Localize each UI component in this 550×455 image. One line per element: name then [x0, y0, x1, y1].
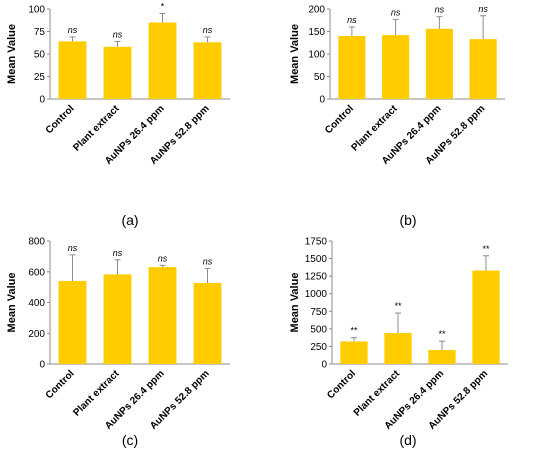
bar [340, 341, 368, 364]
bar [193, 42, 222, 99]
bar [384, 333, 412, 364]
bar [472, 270, 500, 364]
bar [193, 282, 222, 364]
y-tick-label: 750 [310, 307, 327, 318]
significance-label: ** [438, 329, 446, 339]
y-tick-label: 200 [28, 329, 45, 340]
category-label: Plant extract [71, 103, 122, 154]
category-label: Plant extract [71, 368, 122, 419]
panel-label-b: (b) [399, 212, 416, 228]
category-label: Control [325, 368, 358, 401]
significance-label: ns [391, 7, 401, 17]
y-tick-label: 25 [34, 72, 46, 83]
panel-label-d: (d) [399, 432, 416, 448]
significance-label: ns [203, 256, 213, 266]
y-tick-label: 250 [310, 342, 327, 353]
bar [338, 36, 366, 99]
y-tick-label: 1750 [305, 237, 328, 248]
y-axis-title: Mean Value [6, 273, 18, 333]
significance-label: ns [113, 29, 123, 39]
significance-label: ** [350, 326, 358, 336]
y-tick-label: 0 [39, 360, 45, 371]
panel-a: 0 25 50 75 100 Mean Value ns Control ns Plant ext… [6, 2, 230, 167]
bar [469, 39, 497, 99]
y-tick-label: 800 [28, 237, 45, 248]
significance-label: ns [68, 25, 78, 35]
y-tick-label: 150 [308, 27, 325, 38]
panel-label-c: (c) [122, 432, 138, 448]
significance-label: ns [478, 4, 488, 14]
bar [382, 35, 410, 99]
y-tick-label: 0 [39, 95, 45, 106]
y-tick-label: 600 [28, 267, 45, 278]
panel-d: 0 250 500 750 1000 1250 1500 1750 Mean Value ** Co… [289, 237, 508, 432]
significance-label: ns [113, 248, 123, 258]
bar [425, 28, 453, 99]
category-label: Control [44, 368, 77, 401]
y-tick-label: 1250 [305, 272, 328, 283]
bar [428, 349, 456, 364]
significance-label: * [161, 2, 165, 12]
y-tick-label: 50 [34, 50, 46, 61]
y-tick-label: 400 [28, 298, 45, 309]
panel-c: 0 200 400 600 800 Mean Value ns Control ns Plant … [6, 237, 230, 432]
significance-label: ns [158, 253, 168, 263]
significance-label: ns [68, 243, 78, 253]
y-tick-label: 0 [319, 95, 325, 106]
significance-label: ns [203, 25, 213, 35]
y-axis-title: Mean Value [289, 24, 301, 84]
y-tick-label: 100 [28, 5, 45, 16]
y-tick-label: 500 [310, 324, 327, 335]
significance-label: ns [347, 15, 357, 25]
significance-label: ** [394, 301, 402, 311]
bar [148, 22, 177, 99]
bar [103, 274, 132, 364]
significance-label: ns [435, 5, 445, 15]
y-tick-label: 0 [321, 360, 327, 371]
y-tick-label: 50 [314, 72, 326, 83]
category-label: Control [44, 103, 77, 136]
bar [103, 46, 132, 99]
y-tick-label: 75 [34, 27, 46, 38]
y-tick-label: 1500 [305, 254, 328, 265]
y-tick-label: 200 [308, 5, 325, 16]
y-axis-title: Mean Value [289, 273, 301, 333]
y-tick-label: 1000 [305, 289, 328, 300]
panel-label-a: (a) [121, 212, 138, 228]
category-label: Control [323, 103, 356, 136]
y-axis-title: Mean Value [6, 24, 18, 84]
significance-label: ** [482, 244, 490, 254]
y-tick-label: 100 [308, 50, 325, 61]
bar [148, 267, 177, 364]
bar [58, 280, 87, 364]
bar [58, 41, 87, 99]
